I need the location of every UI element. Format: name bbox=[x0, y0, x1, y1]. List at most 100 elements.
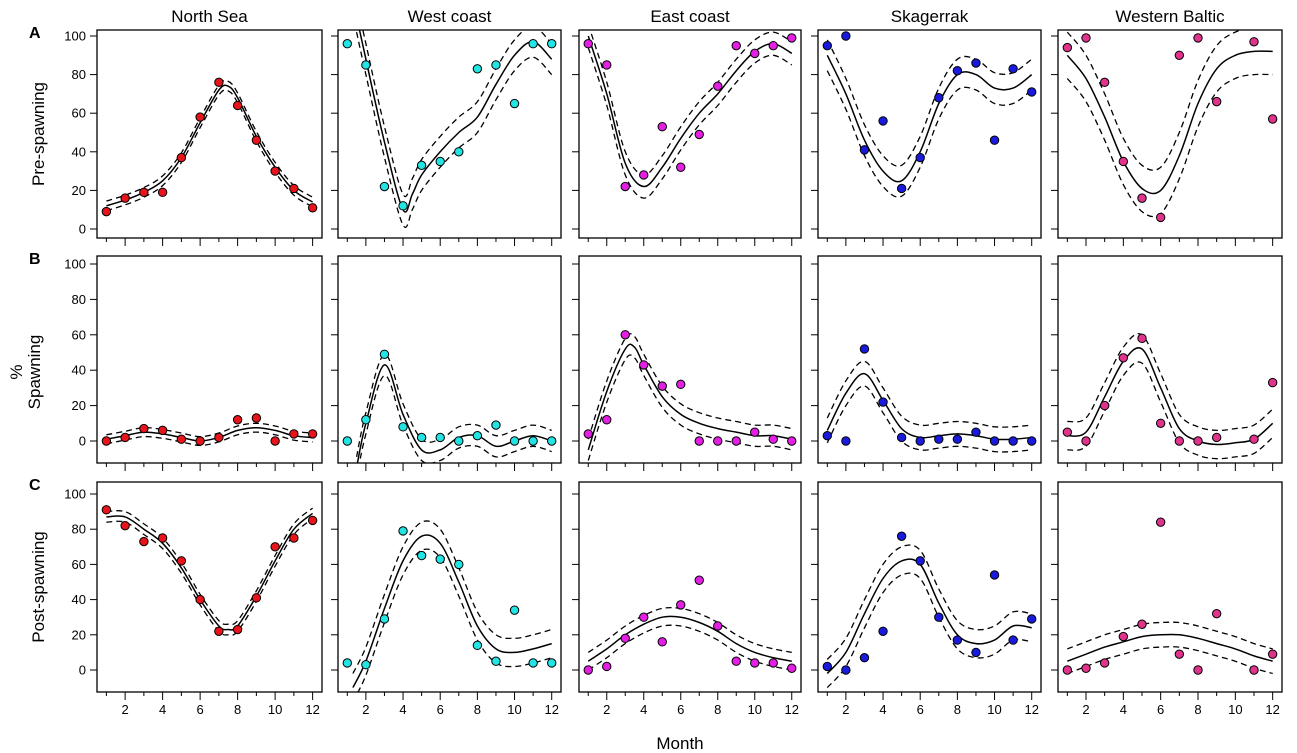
data-point bbox=[1118, 353, 1129, 363]
data-point bbox=[1062, 427, 1073, 437]
data-point bbox=[1193, 436, 1203, 446]
confidence-upper-line bbox=[589, 30, 793, 176]
data-point bbox=[1211, 96, 1222, 107]
data-point bbox=[1081, 33, 1091, 43]
data-point bbox=[101, 206, 112, 217]
data-point bbox=[657, 637, 667, 647]
data-point bbox=[398, 526, 408, 536]
panel-frame bbox=[337, 481, 562, 693]
x-tick-label: 2 bbox=[1082, 702, 1089, 717]
data-point bbox=[676, 379, 686, 390]
y-tick-label: 60 bbox=[72, 106, 86, 121]
data-point bbox=[1081, 436, 1091, 446]
data-point bbox=[1099, 77, 1110, 88]
data-point bbox=[971, 58, 981, 68]
fitted-curve bbox=[358, 30, 553, 213]
data-point bbox=[472, 640, 483, 651]
fitted-curve bbox=[826, 558, 1032, 675]
data-point bbox=[361, 660, 371, 670]
data-point bbox=[1062, 665, 1073, 675]
data-point bbox=[232, 100, 243, 111]
data-point bbox=[859, 344, 870, 354]
data-point bbox=[361, 415, 371, 425]
data-point bbox=[379, 181, 390, 192]
x-tick-label: 12 bbox=[544, 702, 558, 717]
y-tick-label: 60 bbox=[72, 327, 86, 342]
data-point bbox=[1118, 156, 1129, 167]
data-point bbox=[214, 626, 224, 636]
y-tick-label: 0 bbox=[79, 663, 86, 678]
confidence-lower-line bbox=[1067, 361, 1274, 460]
panel-frame bbox=[1057, 29, 1283, 239]
y-tick-label: 20 bbox=[72, 398, 86, 413]
data-point bbox=[195, 112, 205, 122]
data-point bbox=[1267, 377, 1278, 388]
y-axis-title-line1: % bbox=[7, 364, 26, 379]
data-point bbox=[1027, 436, 1037, 446]
fitted-curve bbox=[1067, 633, 1273, 662]
x-tick-label: 12 bbox=[785, 702, 799, 717]
confidence-lower-line bbox=[587, 47, 793, 199]
data-point bbox=[750, 658, 760, 668]
y-tick-label: 40 bbox=[72, 144, 86, 159]
data-point bbox=[509, 98, 520, 109]
panel-b-skagerrak bbox=[811, 255, 1042, 471]
x-tick-label: 10 bbox=[1228, 702, 1242, 717]
x-tick-label: 4 bbox=[879, 702, 886, 717]
data-point bbox=[270, 542, 280, 552]
panel-letter-a: A bbox=[29, 25, 41, 42]
x-tick-label: 10 bbox=[987, 702, 1001, 717]
y-tick-label: 0 bbox=[79, 222, 86, 237]
data-point bbox=[509, 436, 520, 446]
data-point bbox=[694, 129, 704, 140]
data-point bbox=[1081, 663, 1091, 673]
data-point bbox=[731, 656, 741, 666]
data-point bbox=[859, 145, 870, 155]
data-point bbox=[768, 434, 778, 444]
data-point bbox=[657, 122, 667, 132]
data-point bbox=[1249, 37, 1259, 47]
data-point bbox=[750, 427, 760, 437]
confidence-upper-line bbox=[587, 606, 792, 654]
data-point bbox=[731, 436, 741, 446]
confidence-upper-line bbox=[587, 333, 792, 440]
panel-c-north-sea: 2 4 6 8 10 12 0 20 40 60 80 100 bbox=[64, 481, 323, 717]
panel-frame bbox=[817, 255, 1042, 464]
panel-a-skagerrak bbox=[811, 29, 1042, 246]
y-tick-label: 20 bbox=[72, 627, 86, 642]
y-tick-label: 100 bbox=[64, 29, 86, 44]
panel-letter-c: C bbox=[29, 477, 41, 494]
x-tick-label: 2 bbox=[362, 702, 369, 717]
data-point bbox=[713, 81, 723, 91]
x-tick-label: 6 bbox=[1157, 702, 1164, 717]
y-tick-label: 0 bbox=[79, 434, 86, 449]
data-point bbox=[952, 635, 963, 645]
data-point bbox=[379, 349, 390, 359]
x-tick-label: 2 bbox=[122, 702, 129, 717]
panel-frame bbox=[96, 255, 323, 464]
confidence-lower-line bbox=[587, 354, 792, 461]
confidence-lower-line bbox=[355, 31, 553, 228]
data-point bbox=[195, 594, 205, 605]
confidence-lower-line bbox=[826, 385, 1032, 453]
confidence-upper-line bbox=[1067, 333, 1274, 432]
data-point bbox=[454, 147, 464, 157]
data-point bbox=[1008, 64, 1018, 74]
data-point bbox=[491, 60, 501, 70]
x-tick-label: 4 bbox=[399, 702, 406, 717]
data-point bbox=[639, 360, 649, 370]
confidence-lower-line bbox=[826, 70, 1033, 198]
panel-c-west-coast: 2 4 6 8 10 12 bbox=[331, 481, 562, 717]
data-point bbox=[214, 432, 224, 443]
x-tick-label: 10 bbox=[507, 702, 521, 717]
y-tick-label: 80 bbox=[72, 67, 86, 82]
column-title-north-sea: North Sea bbox=[171, 7, 248, 26]
x-tick-label: 12 bbox=[1265, 702, 1279, 717]
y-tick-label: 40 bbox=[72, 363, 86, 378]
data-point bbox=[491, 656, 501, 666]
data-point bbox=[731, 40, 741, 51]
confidence-lower-line bbox=[357, 548, 552, 692]
confidence-upper-line bbox=[1066, 30, 1245, 171]
panel-b-west-coast bbox=[331, 255, 562, 471]
y-tick-label: 60 bbox=[72, 557, 86, 572]
